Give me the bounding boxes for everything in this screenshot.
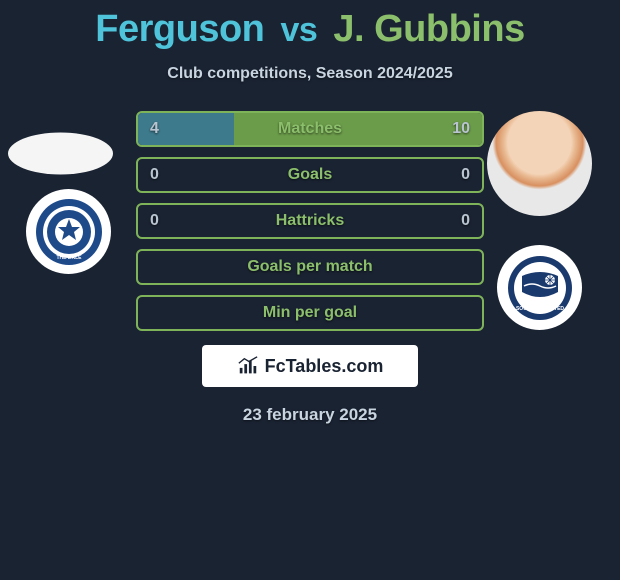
stat-value-left: 0	[150, 166, 159, 184]
club-badge-icon: SOUTHEND UNITED	[506, 254, 574, 322]
stat-label: Matches	[278, 120, 342, 138]
stat-label: Goals per match	[247, 258, 372, 276]
player1-name: Ferguson	[95, 8, 264, 50]
comparison-title: Ferguson vs J. Gubbins	[0, 0, 620, 51]
stat-label: Hattricks	[276, 212, 344, 230]
stat-value-left: 4	[150, 120, 159, 138]
stat-value-left: 0	[150, 212, 159, 230]
stat-value-right: 0	[461, 166, 470, 184]
stat-row: Min per goal	[136, 295, 484, 331]
stat-row: 4 10 Matches	[136, 111, 484, 147]
player2-name: J. Gubbins	[333, 8, 524, 50]
player2-avatar	[487, 111, 592, 216]
svg-text:SOUTHEND UNITED: SOUTHEND UNITED	[515, 306, 563, 312]
stat-label: Goals	[288, 166, 332, 184]
brand-logo: FcTables.com	[202, 345, 418, 387]
vs-label: vs	[280, 11, 317, 49]
stats-container: 4 10 Matches 0 0 Goals 0 0 Hattricks Goals per ma…	[136, 111, 484, 331]
stat-value-right: 0	[461, 212, 470, 230]
player2-club-badge: SOUTHEND UNITED	[497, 245, 582, 330]
stat-row: Goals per match	[136, 249, 484, 285]
stat-label: Min per goal	[263, 304, 357, 322]
subtitle: Club competitions, Season 2024/2025	[0, 65, 620, 83]
player1-avatar	[8, 133, 113, 175]
stat-row: 0 0 Goals	[136, 157, 484, 193]
stat-fill-right	[234, 113, 482, 145]
svg-text:THE DALE: THE DALE	[56, 255, 82, 261]
comparison-content: THE DALE SOUTHEND UNITED 4 10 Matches 0 0 Goa…	[0, 111, 620, 425]
footer-date: 23 february 2025	[0, 405, 620, 425]
stat-value-right: 10	[452, 120, 470, 138]
player1-club-badge: THE DALE	[26, 189, 111, 274]
stat-row: 0 0 Hattricks	[136, 203, 484, 239]
chart-icon	[237, 355, 259, 377]
brand-text: FcTables.com	[265, 356, 384, 377]
club-badge-icon: THE DALE	[34, 197, 104, 267]
